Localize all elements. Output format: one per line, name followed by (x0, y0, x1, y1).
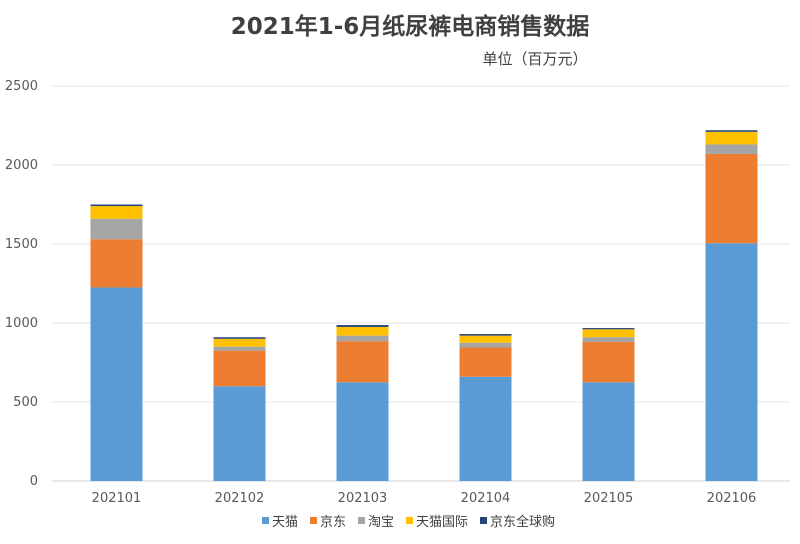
bar-segment (459, 342, 512, 348)
gridlines (52, 85, 790, 482)
bar-segment (582, 382, 635, 481)
bar-segment (213, 338, 266, 347)
bar-segment (90, 206, 143, 219)
y-tick-label: 2000 (5, 158, 38, 173)
legend-swatch (310, 517, 317, 524)
y-tick-label: 1000 (5, 316, 38, 331)
legend-label: 淘宝 (368, 515, 394, 530)
unit-label: 单位（百万元） (482, 50, 587, 68)
legend-swatch (480, 517, 487, 524)
bar-segment (336, 382, 389, 481)
bar-segment (582, 329, 635, 338)
bar-segment (705, 153, 758, 244)
bar-segment (90, 287, 143, 481)
x-tick-label: 202101 (92, 491, 142, 506)
bar-segment (705, 130, 758, 132)
bar-segment (213, 337, 266, 339)
bar-segment (705, 144, 758, 154)
bar-segment (213, 386, 266, 481)
x-tick-label: 202102 (215, 491, 265, 506)
bar-segment (459, 376, 512, 481)
legend: 天猫 京东 淘宝 天猫国际 京东全球购 (262, 514, 555, 530)
legend-label: 天猫 (272, 515, 298, 530)
legend-swatch (262, 517, 269, 524)
legend-label: 天猫国际 (416, 515, 468, 530)
bar-segment (705, 243, 758, 481)
bar-segment (336, 326, 389, 336)
bar-segment (90, 239, 143, 288)
bar-segment (336, 335, 389, 342)
legend-swatch (358, 517, 365, 524)
x-tick-label: 202104 (461, 491, 511, 506)
bar-segment (582, 341, 635, 383)
x-tick-label: 202103 (338, 491, 388, 506)
bar-segment (90, 218, 143, 240)
chart-title: 2021年1-6月纸尿裤电商销售数据 (231, 13, 590, 40)
bar-segment (213, 350, 266, 387)
bar-segment (90, 204, 143, 207)
x-axis: 202101 202102 202103 202104 202105 202106 (92, 491, 757, 506)
bar-segment (213, 346, 266, 351)
y-tick-label: 2500 (5, 79, 38, 94)
legend-label: 京东全球购 (490, 514, 555, 530)
bar-segment (582, 328, 635, 330)
legend-swatch (406, 517, 413, 524)
y-tick-label: 0 (30, 474, 38, 489)
bars (90, 130, 758, 481)
bar-segment (582, 337, 635, 342)
y-tick-label: 500 (13, 395, 38, 410)
y-tick-label: 1500 (5, 237, 38, 252)
bar-segment (336, 325, 389, 327)
bar-segment (336, 341, 389, 383)
legend-label: 京东 (320, 515, 346, 530)
x-tick-label: 202106 (707, 491, 757, 506)
x-tick-label: 202105 (584, 491, 634, 506)
bar-segment (459, 335, 512, 343)
bar-segment (459, 334, 512, 336)
y-axis: 0 500 1000 1500 2000 2500 (5, 79, 38, 489)
bar-segment (459, 347, 512, 377)
bar-segment (705, 131, 758, 145)
